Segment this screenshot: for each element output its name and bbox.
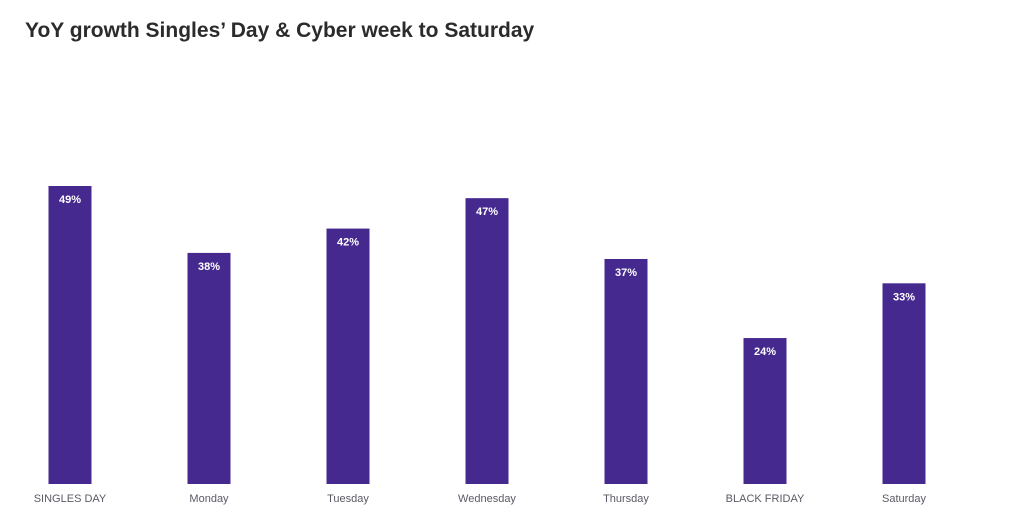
bar (187, 252, 231, 484)
category-label: BLACK FRIDAY (726, 493, 805, 505)
bar (882, 283, 926, 484)
category-label: SINGLES DAY (34, 493, 107, 505)
category-label: Monday (189, 493, 229, 505)
bar (743, 338, 787, 484)
value-labels-group: 49% 38% 42% 47% 37% 24% 33% (59, 194, 915, 358)
bar (604, 258, 648, 484)
bar-value-label: 37% (615, 267, 637, 279)
category-label: Thursday (603, 493, 649, 505)
category-labels-group: SINGLES DAY Monday Tuesday Wednesday Thursda… (34, 493, 927, 505)
bar-value-label: 38% (198, 261, 220, 273)
bar-value-label: 33% (893, 291, 915, 303)
chart-title: YoY growth Singles’ Day & Cyber week to … (25, 19, 535, 42)
category-label: Tuesday (327, 493, 369, 505)
bar (326, 228, 370, 484)
bars-group (48, 186, 926, 484)
category-label: Wednesday (458, 493, 516, 505)
bar-value-label: 47% (476, 206, 498, 218)
category-label: Saturday (882, 493, 927, 505)
bar (48, 186, 92, 484)
bar (465, 198, 509, 484)
bar-value-label: 42% (337, 237, 359, 249)
bar-value-label: 24% (754, 346, 776, 358)
bar-value-label: 49% (59, 194, 81, 206)
